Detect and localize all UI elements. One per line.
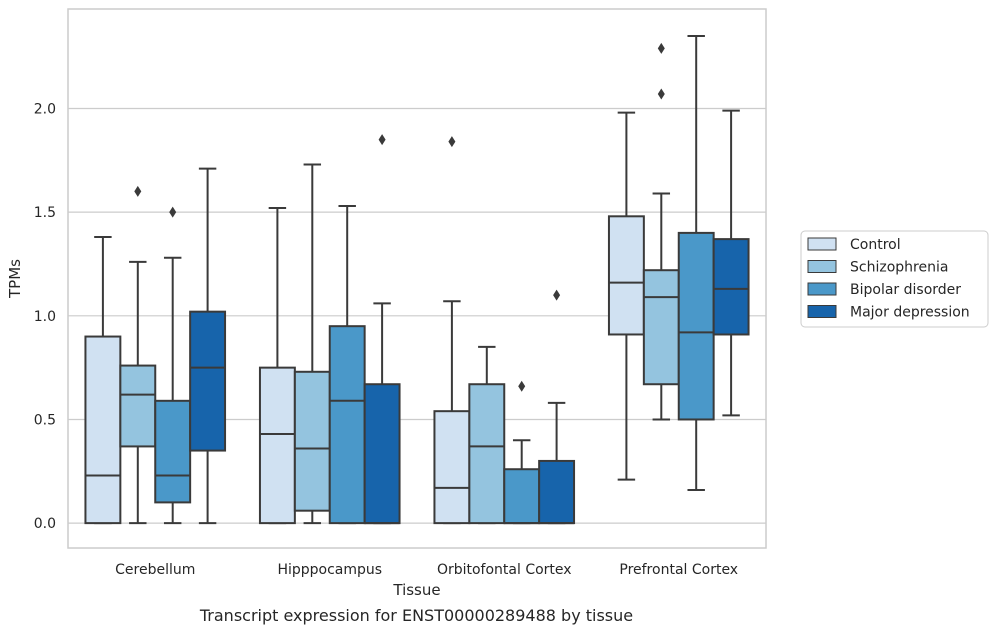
x-axis-label: Tissue <box>392 581 440 599</box>
outlier-point <box>169 206 177 218</box>
plot-area-frame <box>67 8 767 549</box>
box-iqr <box>189 310 227 452</box>
box-iqr <box>677 231 715 421</box>
box-iqr <box>607 215 645 336</box>
legend-label: Bipolar disorder <box>850 282 961 298</box>
box-iqr <box>433 410 471 525</box>
box-schizophrenia <box>468 345 506 525</box>
box-iqr <box>293 370 331 512</box>
box-bipolar-disorder <box>328 204 366 525</box>
outlier-point <box>378 134 386 146</box>
box-iqr <box>154 399 192 504</box>
y-tick-labels: 0.0 0.5 1.0 1.5 2.0 <box>34 102 56 533</box>
legend: Control Schizophrenia Bipolar disorder Majo… <box>800 230 989 328</box>
outlier-point <box>448 136 456 148</box>
y-tick-label: 0.0 <box>34 516 56 532</box>
outlier-point <box>134 185 142 197</box>
box-bipolar-disorder <box>503 380 541 525</box>
box-schizophrenia <box>293 163 331 525</box>
box-major-depression <box>363 134 401 525</box>
box-iqr <box>712 238 750 336</box>
legend-frame <box>800 230 989 328</box>
box-schizophrenia <box>642 42 680 421</box>
box-iqr <box>503 468 541 525</box>
box-iqr <box>468 383 506 525</box>
x-tick-label: Hipppocampus <box>277 562 382 578</box>
y-tick-label: 0.5 <box>34 412 56 428</box>
outlier-point <box>657 42 665 54</box>
outlier-point <box>553 289 561 301</box>
legend-swatch <box>807 260 837 273</box>
legend-label: Major depression <box>850 305 970 321</box>
box-iqr <box>642 269 680 386</box>
legend-label: Control <box>850 237 901 253</box>
y-axis-label: TPMs <box>6 259 24 299</box>
box-major-depression <box>189 167 227 525</box>
box-iqr <box>328 325 366 525</box>
y-tick-label: 1.5 <box>34 205 56 221</box>
x-tick-label: Prefrontal Cortex <box>619 562 738 578</box>
box-schizophrenia <box>119 185 157 525</box>
box-bipolar-disorder <box>154 206 192 525</box>
x-tick-label: Cerebellum <box>115 562 195 578</box>
box-iqr <box>119 364 157 448</box>
y-tick-label: 2.0 <box>34 102 56 118</box>
legend-swatch <box>807 282 837 296</box>
box-control <box>433 136 471 525</box>
box-major-depression <box>538 289 576 525</box>
box-iqr <box>363 383 401 525</box>
legend-swatch <box>807 237 837 251</box>
box-iqr <box>258 366 296 525</box>
legend-swatch <box>807 305 837 318</box>
box-series <box>84 34 750 525</box>
box-control <box>258 207 296 525</box>
chart-caption: Transcript expression for ENST0000028948… <box>199 606 634 625</box>
legend-label: Schizophrenia <box>850 260 948 276</box>
box-control <box>84 236 122 525</box>
outlier-point <box>657 88 665 100</box>
box-iqr <box>538 459 576 525</box>
box-major-depression <box>712 109 750 417</box>
x-tick-label: Orbitofontal Cortex <box>437 562 572 578</box>
box-control <box>607 111 645 481</box>
x-tick-labels: Cerebellum Hipppocampus Orbitofontal Corte… <box>115 562 738 578</box>
box-iqr <box>84 335 122 525</box>
outlier-point <box>518 380 526 392</box>
y-tick-label: 1.0 <box>34 309 56 325</box>
box-bipolar-disorder <box>677 34 715 491</box>
